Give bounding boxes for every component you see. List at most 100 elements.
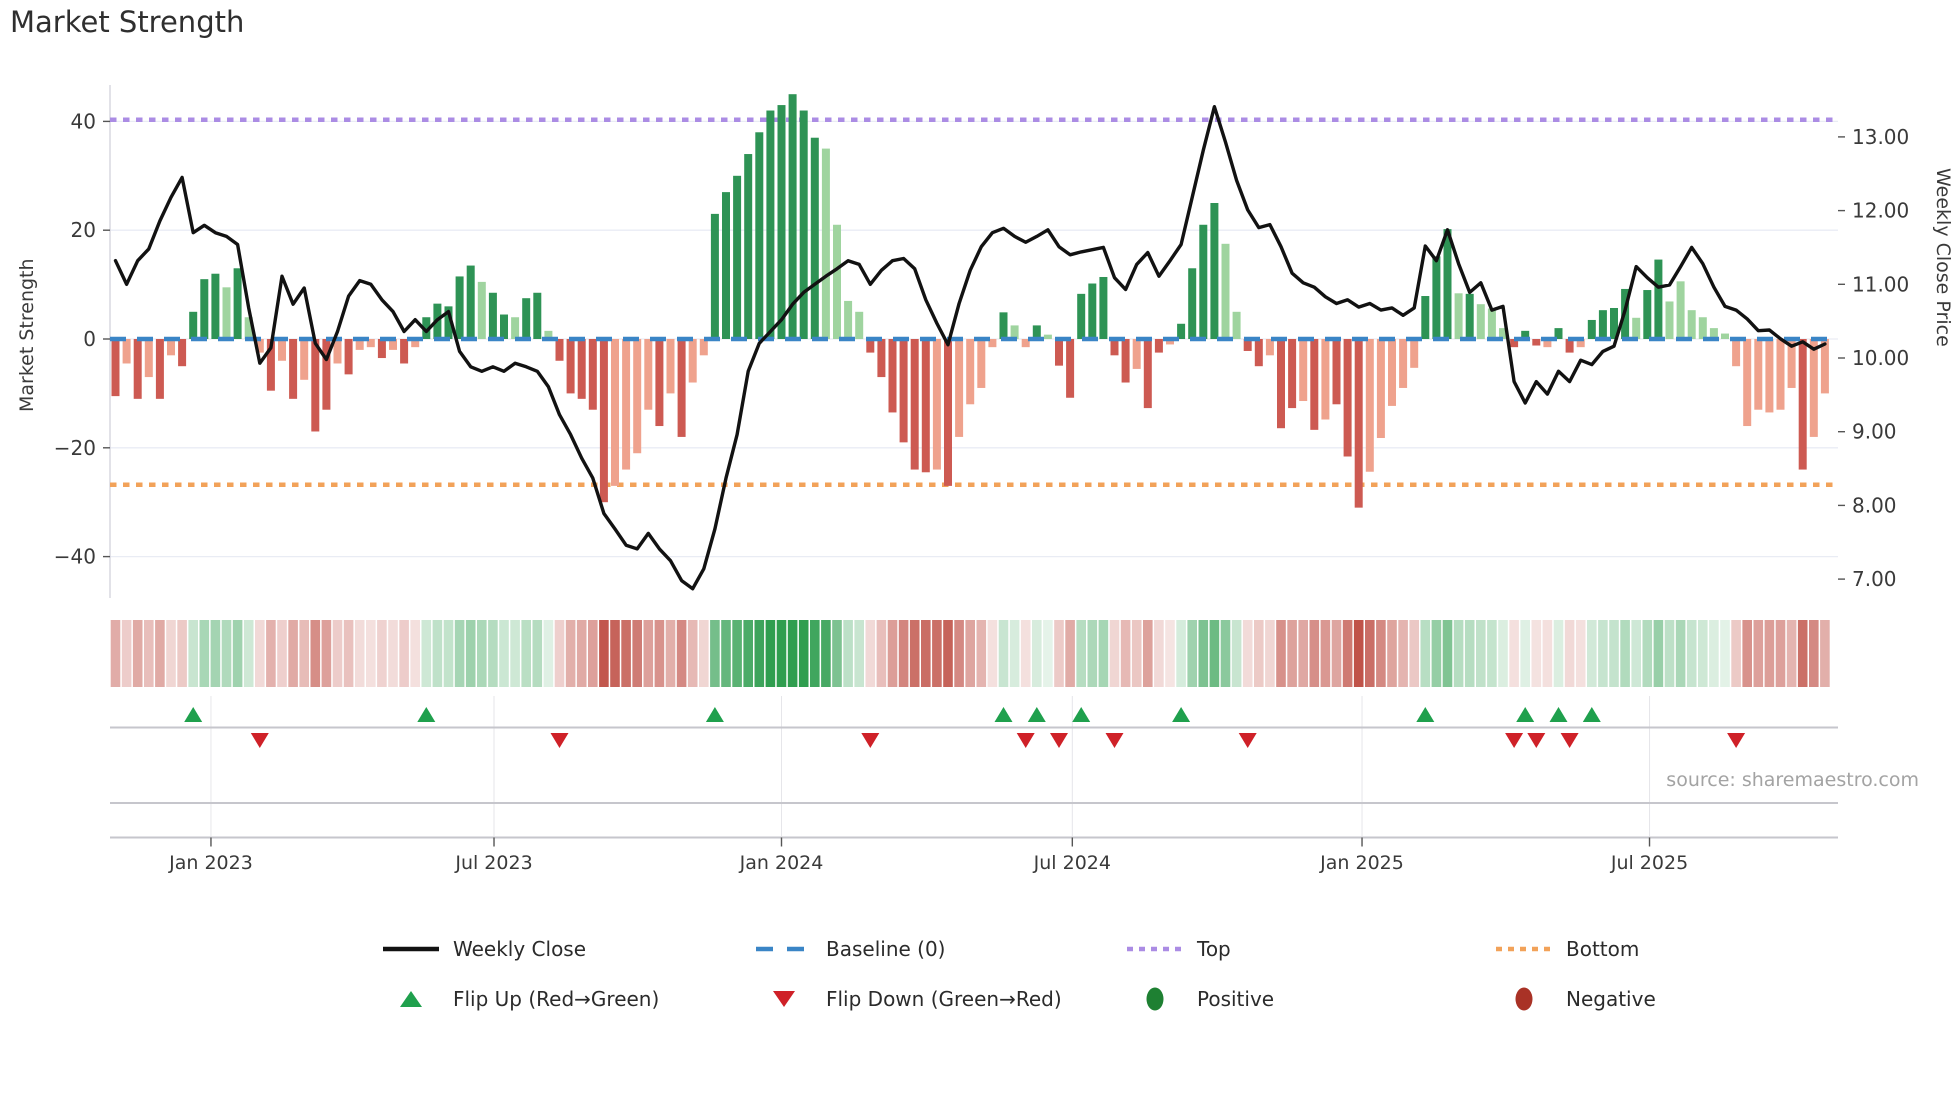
heatmap-cell: [932, 620, 942, 687]
flip-down-marker: [1050, 733, 1068, 748]
strength-bar: [222, 287, 231, 339]
strength-bar: [1432, 256, 1441, 339]
heatmap-cell: [865, 620, 876, 687]
strength-bar: [1221, 243, 1230, 339]
strength-bar: [799, 110, 808, 340]
heatmap-cell: [465, 620, 476, 687]
strength-bar: [278, 339, 286, 361]
strength-bar: [1299, 339, 1308, 402]
strength-bar: [1476, 304, 1485, 339]
left-tick-label: 20: [71, 218, 96, 242]
flip-down-marker: [1105, 733, 1124, 748]
heatmap-cell: [1698, 620, 1708, 687]
strength-bar: [1732, 339, 1741, 367]
strength-bar: [422, 317, 431, 339]
heatmap-cell: [588, 620, 598, 687]
legend-item-flip-up: Flip Up (Red→Green): [381, 984, 659, 1014]
heatmap-cell: [299, 620, 309, 687]
strength-bar: [1598, 310, 1607, 339]
strength-bar: [766, 110, 775, 340]
heatmap-cell: [1376, 620, 1386, 687]
strength-bar: [1243, 339, 1252, 351]
heatmap-cell: [887, 620, 898, 687]
heatmap-cell: [665, 620, 676, 687]
strength-bar: [1454, 293, 1463, 339]
strength-bar: [1499, 328, 1507, 339]
strength-bar: [122, 339, 131, 364]
heatmap-cell: [1276, 620, 1286, 687]
heatmap-cell: [121, 620, 132, 687]
strength-bar: [1676, 281, 1685, 339]
strength-bar: [1787, 339, 1796, 388]
strength-bar: [788, 94, 797, 339]
x-tick-label: Jul 2023: [454, 852, 532, 874]
strength-bar: [1232, 311, 1241, 339]
top-dotted-swatch: [1127, 946, 1183, 952]
strength-bar: [877, 339, 886, 378]
strength-bar: [133, 339, 142, 399]
legend-label: Bottom: [1566, 937, 1640, 961]
strength-bar: [1576, 339, 1585, 348]
heatmap-cell: [898, 620, 909, 687]
heatmap-cell: [1187, 620, 1197, 687]
heatmap-cell: [676, 620, 687, 687]
strength-bar: [577, 339, 586, 399]
heatmap-cell: [1487, 620, 1497, 687]
heatmap-cell: [521, 620, 531, 687]
strength-bar: [1776, 339, 1785, 410]
heatmap-cell: [832, 620, 842, 687]
strength-bar: [1809, 339, 1818, 437]
heatmap-cell: [1764, 620, 1775, 687]
heatmap-cell: [998, 620, 1009, 687]
strength-bar: [1210, 203, 1219, 339]
strength-bar: [1010, 325, 1019, 339]
strength-bar: [500, 314, 508, 339]
flip-down-marker: [1527, 733, 1546, 748]
strength-bar: [244, 317, 253, 339]
legend-item-positive: Positive: [1125, 984, 1274, 1014]
legend-item-negative: Negative: [1494, 984, 1656, 1014]
heatmap-cell: [1664, 620, 1675, 687]
right-tick-label: 8.00: [1852, 493, 1897, 517]
flip-up-marker: [1516, 707, 1535, 722]
heatmap-cell: [1309, 620, 1320, 687]
chart-title: Market Strength: [10, 5, 245, 39]
strength-bar: [366, 339, 375, 348]
right-tick-label: 11.00: [1852, 272, 1909, 296]
strength-bar: [178, 339, 187, 367]
heatmap-cell: [876, 620, 887, 687]
strength-bar: [1277, 339, 1285, 429]
strength-bar: [1421, 296, 1430, 339]
heatmap-cell: [1553, 620, 1564, 687]
flip-up-marker: [184, 707, 203, 722]
strength-bar: [300, 339, 309, 380]
strength-bar: [1765, 339, 1774, 413]
strength-bar: [1077, 293, 1086, 339]
heatmap-cell: [1331, 620, 1342, 687]
heatmap-cell: [332, 620, 343, 687]
heatmap-cell: [1675, 620, 1686, 687]
left-tick-label: 40: [71, 109, 96, 133]
strength-bar: [1698, 317, 1707, 339]
strength-bar: [1721, 333, 1729, 339]
heatmap-cell: [1598, 620, 1608, 687]
flip-down-marker: [1016, 733, 1035, 748]
heatmap-cell: [965, 620, 975, 687]
heatmap-cell: [1509, 620, 1519, 687]
strength-bar: [1554, 328, 1563, 339]
heatmap-cell: [399, 620, 409, 687]
heatmap-cell: [1087, 620, 1098, 687]
right-tick-label: 10.00: [1852, 346, 1909, 370]
heatmap-cell: [921, 620, 931, 687]
strength-bar: [833, 224, 841, 339]
heatmap-cell: [1420, 620, 1431, 687]
heatmap-cell: [721, 620, 731, 687]
legend-label: Baseline (0): [826, 937, 946, 961]
heatmap-cell: [654, 620, 665, 687]
heatmap-cell: [710, 620, 720, 687]
heatmap-cell: [743, 620, 753, 687]
heatmap-cell: [610, 620, 620, 687]
heatmap-cell: [543, 620, 554, 687]
strength-bar: [1154, 339, 1163, 353]
